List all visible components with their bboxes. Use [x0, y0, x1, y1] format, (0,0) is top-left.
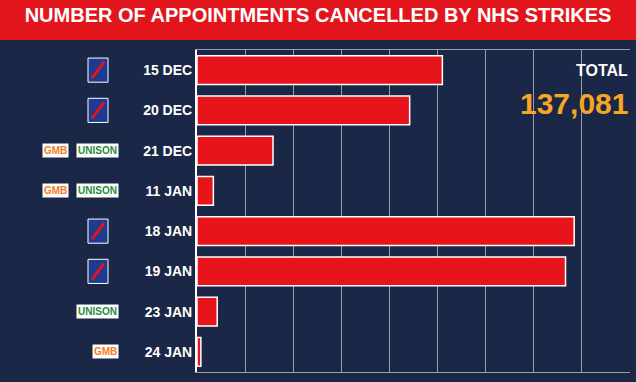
svg-text:UNISON: UNISON	[78, 185, 117, 196]
svg-text:GMB: GMB	[94, 346, 117, 357]
svg-text:20 DEC: 20 DEC	[143, 102, 192, 118]
svg-text:15 DEC: 15 DEC	[143, 62, 192, 78]
svg-text:21 DEC: 21 DEC	[143, 143, 192, 159]
svg-text:UNISON: UNISON	[78, 145, 117, 156]
svg-text:NUMBER OF APPOINTMENTS CANCELL: NUMBER OF APPOINTMENTS CANCELLED BY NHS …	[25, 4, 612, 26]
svg-text:23 JAN: 23 JAN	[145, 304, 192, 320]
svg-text:GMB: GMB	[44, 185, 67, 196]
svg-text:UNISON: UNISON	[78, 306, 117, 317]
svg-text:GMB: GMB	[44, 145, 67, 156]
svg-text:19 JAN: 19 JAN	[145, 263, 192, 279]
svg-text:TOTAL: TOTAL	[576, 62, 628, 79]
svg-text:11 JAN: 11 JAN	[145, 183, 192, 199]
svg-text:24 JAN: 24 JAN	[145, 344, 192, 360]
svg-text:18 JAN: 18 JAN	[145, 223, 192, 239]
svg-text:137,081: 137,081	[520, 87, 628, 120]
